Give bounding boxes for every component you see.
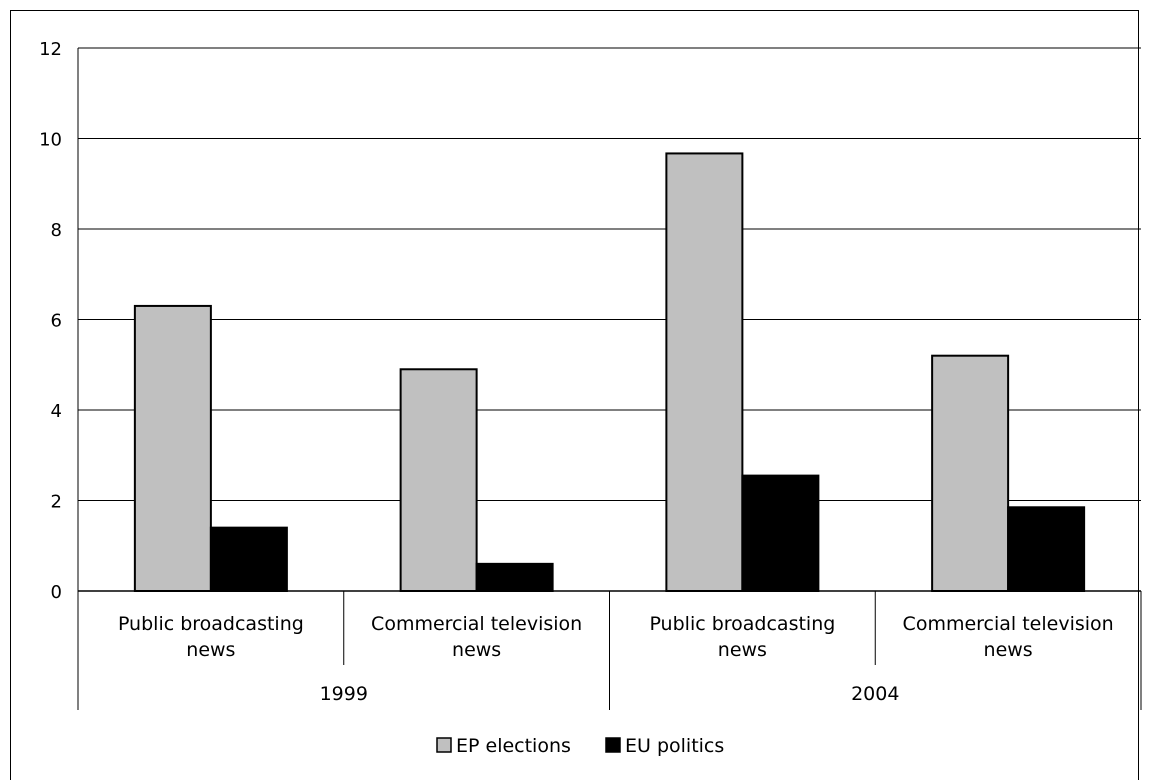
category-label: news xyxy=(452,639,501,661)
bar-eu-politics xyxy=(1007,506,1086,593)
category-label: news xyxy=(186,639,235,661)
group-label: 1999 xyxy=(320,683,368,705)
category-label: Commercial television xyxy=(371,613,582,635)
group-label: 2004 xyxy=(851,683,899,705)
y-tick-label: 4 xyxy=(51,401,62,422)
y-tick-label: 8 xyxy=(51,220,62,241)
y-tick-label: 2 xyxy=(51,492,62,513)
bar-eu-politics xyxy=(209,526,288,593)
bar-ep-elections xyxy=(133,304,212,592)
y-tick-label: 12 xyxy=(39,39,62,60)
legend-swatch xyxy=(436,737,452,753)
bar-eu-politics xyxy=(741,474,820,592)
bar-ep-elections xyxy=(665,152,744,592)
bar-ep-elections xyxy=(931,354,1010,593)
y-tick-label: 6 xyxy=(51,311,62,332)
bar-eu-politics xyxy=(475,562,554,592)
category-label: Public broadcasting xyxy=(118,613,304,635)
legend-swatch xyxy=(605,737,621,753)
category-label: Commercial television xyxy=(903,613,1114,635)
y-tick-label: 0 xyxy=(51,582,62,603)
category-label: Public broadcasting xyxy=(649,613,835,635)
chart-frame xyxy=(10,10,1139,780)
category-label: news xyxy=(984,639,1033,661)
legend-label: EP elections xyxy=(456,735,571,757)
legend-label: EU politics xyxy=(625,735,724,757)
category-label: news xyxy=(718,639,767,661)
y-tick-label: 10 xyxy=(39,130,62,151)
bar-ep-elections xyxy=(399,368,478,592)
